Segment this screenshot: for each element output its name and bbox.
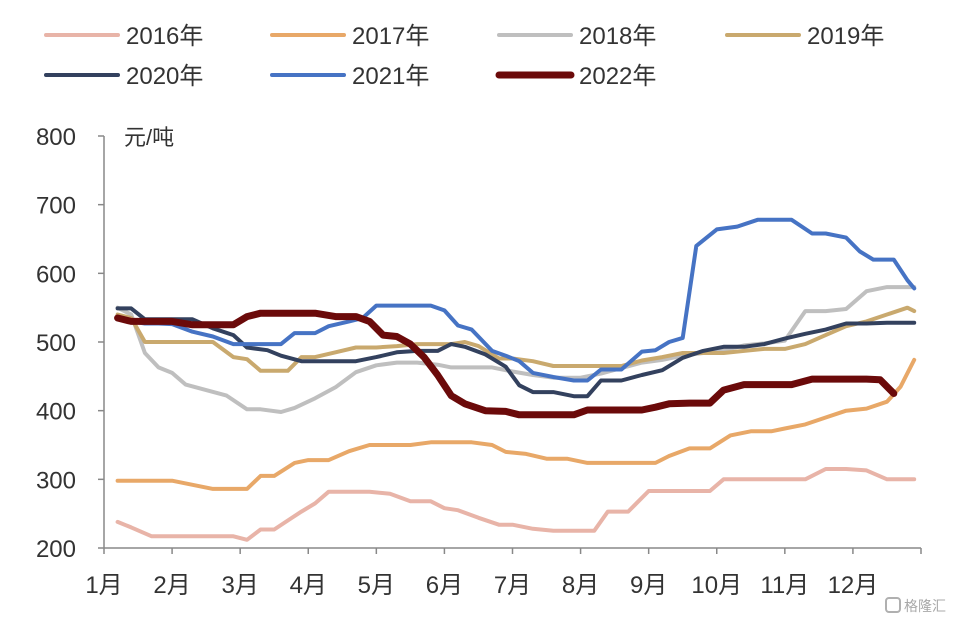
series-line-2019 [115,305,917,373]
legend-item: 2018年 [497,23,656,50]
series-line-2022 [114,309,898,419]
watermark-logo-icon [885,597,901,613]
series-line-2017 [115,357,917,491]
y-tick-label: 300 [36,467,76,494]
x-tick-label: 7月 [494,572,531,599]
x-tick-label: 1月 [85,572,122,599]
legend-item: 2019年 [725,23,884,50]
series-line-2016 [115,467,917,542]
y-axis: 200 300 400 500 600 700 800 [36,124,105,563]
legend-label: 2021年 [352,63,429,90]
x-tick-label: 8月 [562,572,599,599]
legend-item: 2020年 [44,63,203,90]
x-tick-label: 4月 [290,572,327,599]
legend-label: 2019年 [807,23,884,50]
x-tick-label: 9月 [630,572,667,599]
legend-label: 2020年 [126,63,203,90]
y-tick-label: 800 [36,124,76,151]
y-unit-label: 元/吨 [124,125,174,150]
legend-item: 2022年 [495,63,656,90]
x-tick-label: 3月 [221,572,258,599]
x-tick-label: 6月 [426,572,463,599]
y-tick-label: 400 [36,399,76,426]
watermark: 格隆汇 [885,597,946,615]
x-tick-label: 2月 [153,572,190,599]
legend-label: 2016年 [126,23,203,50]
x-tick-label: 10月 [691,572,742,599]
series-line-2018 [115,285,917,414]
y-tick-label: 600 [36,261,76,288]
x-tick-label: 5月 [358,572,395,599]
series-line-2021 [115,217,917,383]
x-tick-label: 12月 [828,572,879,599]
series-line-2020 [115,306,917,399]
x-axis: 1月 2月 3月 4月 5月 6月 7月 8月 9月 10月 11月 12月 [85,547,922,599]
y-tick-label: 200 [36,536,76,563]
legend-item: 2021年 [270,63,429,90]
watermark-text: 格隆汇 [904,599,946,615]
y-tick-label: 500 [36,330,76,357]
series-layer [114,217,917,542]
y-tick-label: 700 [36,193,76,220]
legend-item: 2017年 [270,23,429,50]
legend-item: 2016年 [44,23,203,50]
legend-label: 2018年 [579,23,656,50]
chart-legend: 2016年 2017年 2018年 2019年 2020年 2021年 2022年 [44,23,884,90]
x-tick-label: 11月 [760,572,809,599]
legend-label: 2017年 [352,23,429,50]
legend-label: 2022年 [579,63,656,90]
